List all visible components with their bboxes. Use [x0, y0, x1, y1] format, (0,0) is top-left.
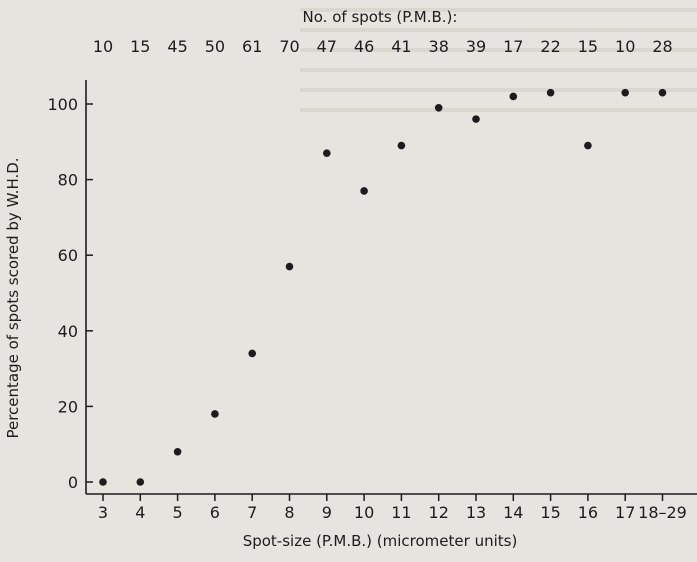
data-point-11 [397, 141, 406, 150]
y-tick-label: 100 [47, 95, 78, 114]
y-tick-label: 20 [58, 397, 78, 416]
x-tick-label: 17 [615, 503, 635, 522]
data-point-7 [248, 349, 256, 358]
data-point-8 [285, 262, 294, 271]
spot-count-label: 39 [466, 37, 486, 56]
y-axis-ticks: 0 20 40 60 80 100 [47, 95, 93, 492]
spot-count-label: 38 [429, 37, 449, 56]
spot-count-label: 10 [93, 37, 113, 56]
x-tick-label: 8 [284, 503, 294, 522]
x-tick-label: 16 [578, 503, 598, 522]
spot-count-label: 28 [652, 37, 672, 56]
spot-count-label: 45 [167, 37, 187, 56]
x-tick-label: 3 [98, 503, 108, 522]
spot-count-label: 22 [540, 37, 560, 56]
data-point-16 [584, 141, 592, 150]
x-tick-label: 4 [135, 503, 145, 522]
data-point-14 [509, 92, 518, 101]
y-tick-label: 0 [68, 473, 78, 492]
y-tick-label: 40 [58, 322, 78, 341]
y-tick-label: 80 [58, 171, 78, 190]
x-axis-ticks: 3 4 5 6 7 8 9 10 11 12 13 14 15 16 17 18–29 [98, 494, 687, 522]
spot-count-label: 61 [242, 37, 262, 56]
x-tick-label: 5 [173, 503, 183, 522]
x-tick-label: 18–29 [638, 503, 687, 522]
background-texture [300, 68, 697, 72]
background-text [300, 8, 697, 112]
data-point-6 [211, 410, 219, 418]
x-tick-label: 13 [466, 503, 486, 522]
y-tick-label: 60 [58, 246, 78, 265]
data-points [99, 88, 667, 486]
spot-count-label: 10 [615, 37, 635, 56]
y-axis-label: Percentage of spots scored by W.H.D. [4, 157, 22, 438]
spot-count-label: 15 [578, 37, 598, 56]
data-point-10 [360, 187, 368, 195]
data-point-17 [621, 88, 629, 97]
x-tick-label: 7 [247, 503, 257, 522]
x-tick-label: 6 [210, 503, 220, 522]
data-point-12 [434, 103, 443, 112]
background-texture [300, 108, 697, 112]
spot-count-label: 15 [130, 37, 150, 56]
spot-count-label: 70 [279, 37, 299, 56]
x-tick-label: 15 [540, 503, 560, 522]
data-point-9 [323, 149, 331, 157]
x-tick-label: 11 [391, 503, 411, 522]
data-point-5 [173, 447, 182, 456]
background-texture [300, 8, 697, 12]
spot-count-label: 47 [317, 37, 337, 56]
data-point-18–29 [658, 88, 667, 97]
background-texture [300, 28, 697, 32]
top-axis-counts: 10 15 45 50 61 70 47 46 41 38 39 17 22 15 10 28 [93, 37, 673, 56]
top-axis-label: No. of spots (P.M.B.): [303, 8, 458, 26]
background-texture [300, 48, 697, 52]
x-axis-label: Spot-size (P.M.B.) (micrometer units) [243, 532, 518, 550]
x-tick-label: 14 [503, 503, 523, 522]
spot-count-label: 50 [205, 37, 225, 56]
spot-count-label: 17 [503, 37, 523, 56]
data-point-3 [99, 478, 107, 486]
x-tick-label: 12 [429, 503, 449, 522]
x-tick-label: 9 [322, 503, 332, 522]
data-point-4 [136, 478, 145, 486]
spot-count-label: 46 [354, 37, 374, 56]
background-texture [300, 88, 697, 92]
x-tick-label: 10 [354, 503, 374, 522]
spot-count-label: 41 [391, 37, 411, 56]
data-point-13 [472, 115, 480, 123]
data-point-15 [546, 88, 555, 97]
